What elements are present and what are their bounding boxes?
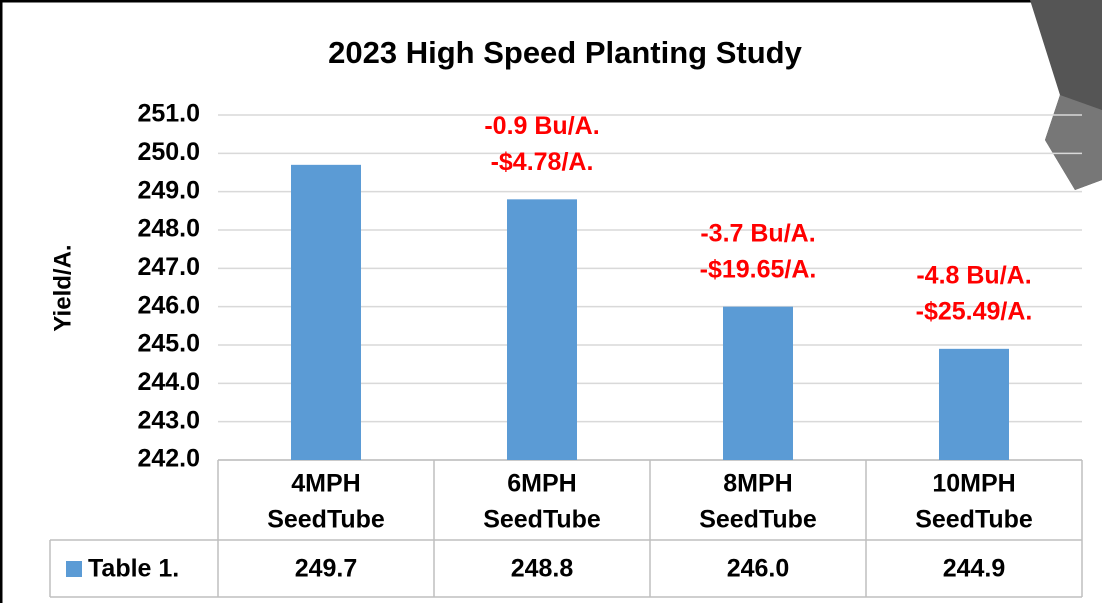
table-value: 249.7: [295, 555, 358, 583]
annotation: -4.8 Bu/A.: [916, 261, 1031, 289]
x-tick-label: 6MPH: [507, 470, 576, 498]
annotation: -0.9 Bu/A.: [484, 112, 599, 140]
x-tick-label: SeedTube: [699, 506, 817, 534]
y-tick-label: 247.0: [137, 253, 200, 281]
chart-title: 2023 High Speed Planting Study: [328, 35, 802, 70]
y-tick-label: 251.0: [137, 100, 200, 128]
y-tick-label: 249.0: [137, 176, 200, 204]
annotation: -$19.65/A.: [700, 255, 817, 283]
legend-label: Table 1.: [88, 555, 179, 583]
bar: [291, 165, 361, 460]
bar: [507, 199, 577, 460]
y-tick-label: 243.0: [137, 406, 200, 434]
legend-key: [66, 561, 82, 577]
annotation: -3.7 Bu/A.: [700, 219, 815, 247]
x-tick-label: 10MPH: [932, 470, 1015, 498]
table-value: 244.9: [943, 555, 1006, 583]
table-value: 248.8: [511, 555, 574, 583]
x-tick-label: 8MPH: [723, 470, 792, 498]
bar: [939, 349, 1009, 460]
y-tick-label: 250.0: [137, 138, 200, 166]
y-axis-label: Yield/A.: [49, 244, 76, 331]
x-tick-label: SeedTube: [483, 506, 601, 534]
y-tick-label: 248.0: [137, 215, 200, 243]
annotation: -$4.78/A.: [491, 148, 594, 176]
y-tick-label: 244.0: [137, 368, 200, 396]
annotation: -$25.49/A.: [916, 297, 1033, 325]
chart: 2023 High Speed Planting Study Yield/A. …: [0, 0, 1102, 603]
bar: [723, 307, 793, 460]
x-tick-label: SeedTube: [267, 506, 385, 534]
x-tick-label: SeedTube: [915, 506, 1033, 534]
x-tick-label: 4MPH: [291, 470, 360, 498]
table-value: 246.0: [727, 555, 790, 583]
y-tick-label: 245.0: [137, 330, 200, 358]
y-tick-label: 246.0: [137, 291, 200, 319]
y-tick-label: 242.0: [137, 445, 200, 473]
